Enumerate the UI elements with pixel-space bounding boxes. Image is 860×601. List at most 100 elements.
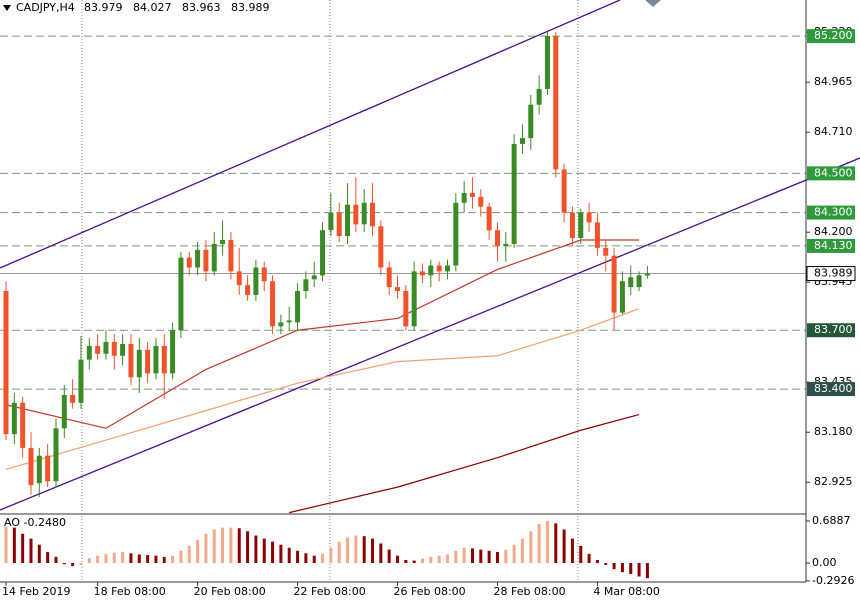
level-box — [807, 323, 855, 338]
last-price-box — [806, 266, 856, 282]
header-value: 84.027 — [133, 1, 172, 14]
candle-body — [45, 455, 51, 482]
candle-body — [486, 206, 492, 231]
candle-body — [186, 257, 192, 268]
level-box — [807, 205, 855, 220]
candle-body — [478, 196, 484, 207]
last-price-label: 83.989 — [814, 267, 853, 280]
price-panel — [3, 32, 650, 514]
candle-body — [644, 273, 650, 276]
x-tick-label: 4 Mar 08:00 — [593, 585, 659, 598]
moving-average — [5, 239, 640, 429]
candle-body — [453, 202, 459, 266]
y-tick-label: 84.965 — [814, 75, 853, 88]
ao-panel — [4, 520, 649, 579]
level-box — [807, 166, 855, 181]
candle-body — [386, 267, 392, 288]
candle-body — [78, 359, 84, 403]
candle-body — [636, 275, 642, 288]
y-tick-label: 84.200 — [814, 225, 853, 238]
candle-body — [428, 265, 434, 276]
candle-body — [28, 447, 34, 486]
menu-arrow[interactable] — [3, 5, 11, 11]
candle-body — [511, 143, 517, 244]
candle-body — [336, 212, 342, 237]
candle-body — [245, 285, 251, 295]
y-tick-label: 0.00 — [812, 556, 837, 569]
y-tick-label: 0.6887 — [812, 514, 851, 527]
header-value: 83.989 — [231, 1, 270, 14]
candle-body — [120, 343, 126, 356]
x-tick-label: 14 Feb 2019 — [2, 585, 70, 598]
candle-body — [211, 243, 217, 272]
x-tick-label: 18 Feb 08:00 — [94, 585, 166, 598]
y-tick-label: 82.925 — [814, 475, 853, 488]
header-value: 83.963 — [182, 1, 221, 14]
candle-body — [519, 138, 525, 144]
candle-body — [469, 192, 475, 197]
candle-body — [111, 342, 117, 356]
candle-body — [303, 279, 309, 292]
level-label: 83.700 — [814, 323, 853, 336]
candle-body — [536, 89, 542, 105]
level-label: 83.400 — [814, 382, 853, 395]
candle-body — [178, 257, 184, 331]
candle-body — [261, 267, 267, 282]
candle-body — [553, 36, 559, 170]
y-tick-label: 84.710 — [814, 125, 853, 138]
candle-body — [378, 226, 384, 268]
candle-body — [36, 455, 42, 484]
moving-average — [5, 308, 640, 471]
candle-body — [220, 240, 226, 244]
candle-body — [594, 222, 600, 248]
candle-body — [95, 345, 101, 354]
y-tick-label: 83.180 — [814, 425, 853, 438]
header-values: 83.979 84.027 83.963 83.989 — [84, 1, 270, 14]
candle-body — [195, 249, 201, 268]
y-tick-label: -0.2926 — [812, 574, 854, 587]
header-value: 83.979 — [84, 1, 123, 14]
candle-body — [136, 349, 142, 378]
candle-body — [353, 204, 359, 225]
candle-body — [461, 192, 467, 203]
candle-body — [586, 212, 592, 223]
candle-body — [311, 275, 317, 280]
candle-body — [236, 271, 242, 286]
level-box — [807, 382, 855, 397]
levels — [0, 35, 806, 390]
moving-average — [289, 413, 640, 514]
candle-body — [153, 345, 159, 374]
candle-body — [20, 402, 26, 448]
candle-body — [436, 265, 442, 272]
candle-body — [411, 271, 417, 327]
candle-body — [345, 204, 351, 237]
candle-body — [578, 212, 584, 239]
candle-body — [253, 267, 259, 295]
candle-body — [228, 240, 234, 272]
x-tick-label: 26 Feb 08:00 — [394, 585, 466, 598]
candle-body — [103, 342, 109, 354]
candle-body — [444, 265, 450, 272]
candle-body — [3, 291, 9, 435]
candle-body — [603, 247, 609, 256]
candle-body — [278, 322, 284, 327]
candle-body — [295, 291, 301, 323]
candle-body — [145, 349, 151, 374]
candle-body — [395, 287, 401, 292]
symbol-title: CADJPY,H4 — [16, 1, 75, 14]
candle-body — [161, 345, 167, 374]
candle-body — [503, 243, 509, 246]
candle-body — [619, 281, 625, 313]
candle-body — [370, 202, 376, 227]
x-tick-label: 22 Feb 08:00 — [294, 585, 366, 598]
candle-body — [361, 202, 367, 225]
level-label: 85.200 — [814, 29, 853, 42]
channel-upper — [0, 0, 621, 269]
level-label: 84.500 — [814, 166, 853, 179]
level-box — [807, 238, 855, 253]
candle-body — [328, 212, 334, 231]
candle-body — [286, 320, 292, 323]
level-box — [807, 29, 855, 44]
